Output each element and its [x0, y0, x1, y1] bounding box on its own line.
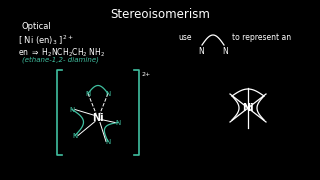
- Text: N: N: [69, 107, 75, 112]
- Text: Stereoisomerism: Stereoisomerism: [110, 8, 210, 21]
- Text: N: N: [105, 138, 111, 145]
- Text: Ni: Ni: [242, 103, 254, 113]
- Text: use: use: [178, 33, 191, 42]
- Text: N: N: [222, 47, 228, 56]
- Text: [ Ni (en)$_3$ ]$^{2+}$: [ Ni (en)$_3$ ]$^{2+}$: [18, 33, 74, 47]
- Text: (ethane-1,2- diamine): (ethane-1,2- diamine): [22, 56, 99, 63]
- Text: N: N: [198, 47, 204, 56]
- Text: Ni: Ni: [92, 112, 104, 123]
- Text: N: N: [85, 91, 91, 96]
- Text: to represent an: to represent an: [232, 33, 291, 42]
- Text: N: N: [105, 91, 111, 96]
- Text: en $\Rightarrow$ H$_2$NCH$_2$CH$_2$ NH$_2$: en $\Rightarrow$ H$_2$NCH$_2$CH$_2$ NH$_…: [18, 46, 105, 58]
- Text: N: N: [116, 120, 121, 125]
- Text: Optical: Optical: [22, 22, 52, 31]
- Text: N: N: [72, 132, 78, 138]
- Text: 2+: 2+: [141, 72, 150, 77]
